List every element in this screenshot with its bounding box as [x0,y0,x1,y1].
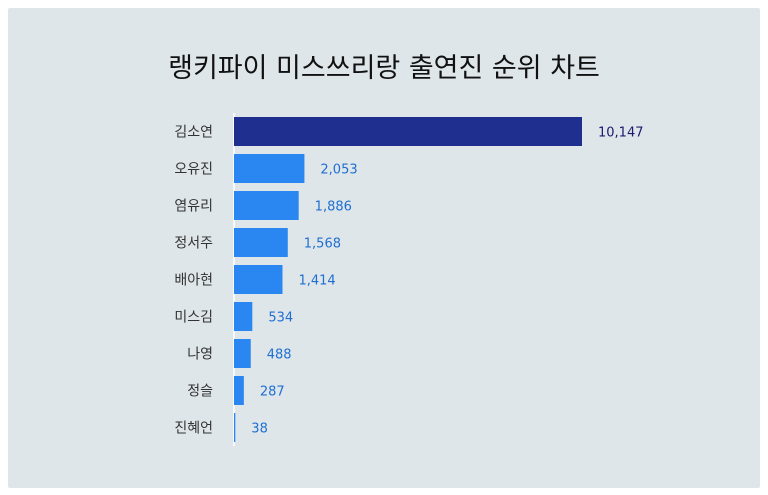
value-label: 10,147 [598,126,644,141]
value-label: 2,053 [320,163,357,178]
value-label: 38 [251,422,268,437]
value-label: 1,568 [304,237,341,252]
category-label: 오유진 [174,162,213,178]
category-label: 정서주 [174,236,213,252]
chart-title: 랭키파이 미스쓰리랑 출연진 순위 차트 [168,53,600,84]
bar-5 [234,265,283,294]
bar-9 [234,413,236,442]
bar-8 [234,376,244,405]
category-label: 미스김 [174,310,213,326]
value-label: 1,414 [298,274,335,289]
category-label: 김소연 [174,125,213,141]
bar-3 [234,191,299,220]
category-label: 나영 [187,347,213,363]
value-label: 1,886 [315,200,352,215]
bar-6 [234,302,253,331]
bar-1 [234,117,582,146]
value-label: 287 [260,385,285,400]
category-label: 배아현 [174,273,213,289]
bar-2 [234,154,305,183]
chart-card [8,8,760,488]
bar-4 [234,228,288,257]
value-label: 534 [268,311,293,326]
value-label: 488 [267,348,292,363]
category-label: 진혜언 [174,421,213,437]
bar-7 [234,339,251,368]
category-label: 정슬 [187,384,213,400]
category-label: 염유리 [174,199,213,215]
